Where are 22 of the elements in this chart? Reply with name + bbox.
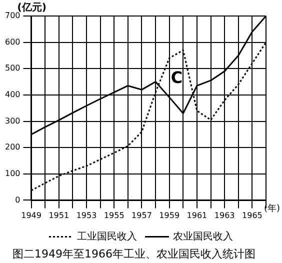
x-tick-label: 1959 bbox=[159, 211, 180, 220]
annotation: C bbox=[170, 68, 183, 87]
y-tick-label: 600 bbox=[4, 37, 20, 46]
x-tick-label: 1953 bbox=[76, 211, 97, 220]
x-tick-label: 1961 bbox=[186, 211, 208, 220]
y-tick-label: 300 bbox=[4, 116, 20, 126]
text: 图二1949年至1966年工业、农业国民收入统计图 bbox=[12, 247, 256, 260]
legend-label: 农业国民收入 bbox=[173, 230, 233, 242]
y-tick-label: 400 bbox=[4, 90, 20, 100]
x-tick-label: 1965 bbox=[242, 211, 262, 220]
x-tick-label: 1955 bbox=[104, 211, 124, 220]
y-tick-label: 100 bbox=[4, 168, 20, 178]
legend-label: 工业国民收入 bbox=[77, 230, 137, 242]
x-tick-label: 1963 bbox=[214, 211, 235, 220]
y-axis-title: (亿元) bbox=[17, 2, 46, 14]
y-tick-label: 200 bbox=[4, 142, 20, 152]
x-tick-label: 1957 bbox=[132, 211, 152, 220]
x-tick-label: 1951 bbox=[48, 211, 70, 220]
y-tick-label: 0 bbox=[15, 195, 20, 204]
y-tick-label: 700 bbox=[4, 11, 20, 20]
x-tick-label: 1949 bbox=[21, 211, 42, 220]
y-tick-label: 500 bbox=[4, 64, 20, 73]
